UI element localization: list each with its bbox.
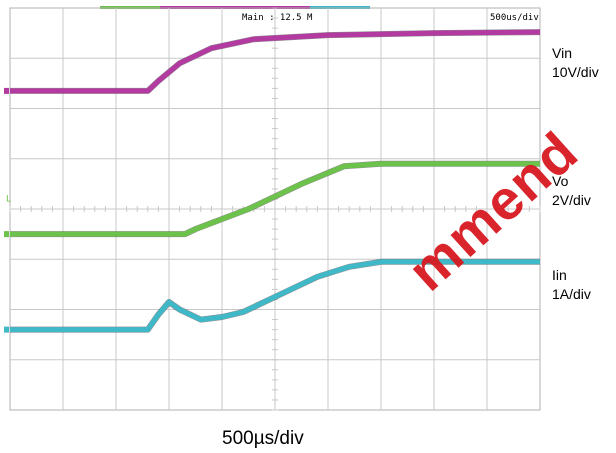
trace-vin: [10, 29, 541, 94]
iin-name: Iin: [552, 267, 567, 283]
trace-vo: [10, 161, 540, 237]
vin-ground-marker: [4, 87, 9, 94]
trigger-level-marker: L: [6, 194, 11, 204]
x-axis-label: 500µs/div: [222, 428, 304, 449]
vo-label: Vo 2V/div: [552, 172, 591, 210]
trace-iin: [10, 259, 540, 333]
vo-name: Vo: [552, 173, 569, 189]
iin-scale: 1A/div: [552, 286, 591, 302]
iin-label: Iin 1A/div: [552, 266, 591, 304]
vin-name: Vin: [552, 45, 572, 61]
vo-ground-marker: [4, 231, 9, 238]
vin-scale: 10V/div: [552, 64, 599, 80]
vin-label: Vin 10V/div: [552, 44, 599, 82]
div-readout: 500us/div: [490, 13, 539, 23]
timebase-readout: Main : 12.5 M: [242, 13, 313, 23]
vo-scale: 2V/div: [552, 192, 591, 208]
iin-ground-marker: [4, 326, 9, 333]
